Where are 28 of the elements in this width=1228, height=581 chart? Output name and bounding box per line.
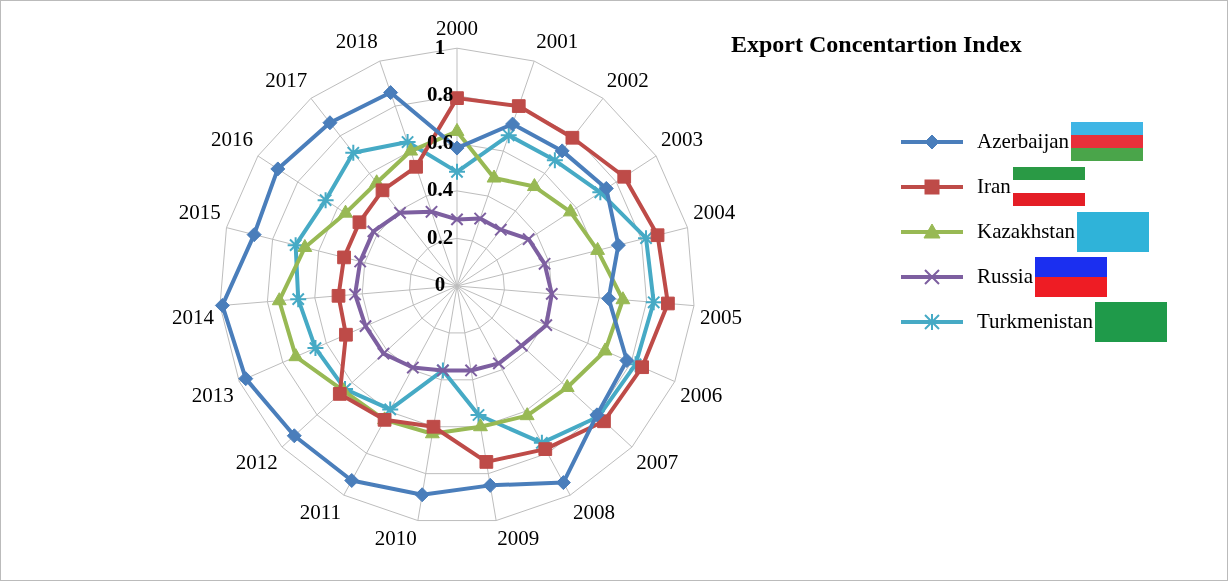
- spoke-label: 2016: [210, 126, 253, 151]
- spoke-label: 2004: [693, 200, 736, 225]
- y-tick-label: 0.4: [426, 177, 454, 202]
- spoke-label: 2003: [661, 126, 704, 151]
- spoke-label: 2001: [536, 29, 579, 54]
- spoke-label: 2015: [178, 200, 221, 225]
- y-tick-label: 0.2: [426, 224, 454, 249]
- spoke-label: 2013: [191, 383, 234, 408]
- legend-label: Azerbaijan: [977, 129, 1070, 154]
- spoke-label: 2006: [680, 383, 723, 408]
- chart-title: Export Concentartion Index: [731, 31, 1022, 58]
- spoke-label: 2007: [636, 450, 679, 475]
- spoke-label: 2010: [374, 525, 417, 550]
- spoke-label: 2018: [335, 29, 378, 54]
- spoke-label: 2002: [606, 67, 649, 92]
- spoke-label: 2012: [235, 450, 278, 475]
- legend-label: Russia: [977, 264, 1034, 289]
- y-tick-label: 0: [434, 272, 446, 297]
- spoke-label: 2014: [172, 305, 215, 330]
- spoke-label: 2005: [699, 305, 742, 330]
- y-tick-label: 0.8: [426, 82, 454, 107]
- spoke-label: 2009: [497, 525, 540, 550]
- spoke-label: 2008: [573, 499, 616, 524]
- legend-label: Kazakhstan: [977, 219, 1075, 244]
- legend-label: Turkmenistan: [977, 309, 1093, 334]
- spoke-label: 2011: [299, 499, 341, 524]
- spoke-label: 2017: [265, 67, 308, 92]
- legend-label: Iran: [977, 174, 1011, 199]
